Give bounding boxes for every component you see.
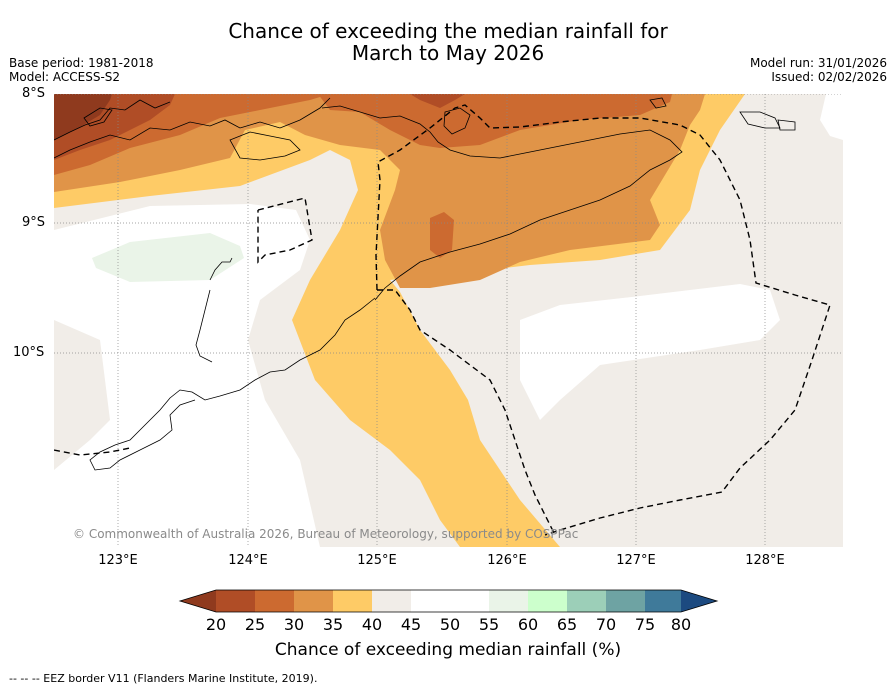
title-line-2: March to May 2026 [351, 41, 545, 65]
colorbar-label: Chance of exceeding median rainfall (%) [274, 640, 622, 660]
lat-label-8s: 8°S [22, 86, 46, 101]
gridlines [54, 94, 843, 547]
colorbar-bin-75-80 [645, 590, 681, 612]
title-line-1: Chance of exceeding the median rainfall … [228, 19, 668, 43]
band-45-55-northeast [820, 94, 843, 140]
colorbar-outline [178, 589, 719, 613]
colorbar-bin-45-50 [411, 590, 450, 612]
lat-label-10s: 10°S [13, 345, 45, 360]
colorbar-bin-20-25 [216, 590, 255, 612]
band-30-35 [54, 94, 705, 288]
colorbar-bin-70-75 [606, 590, 645, 612]
colorbar-tick-55: 55 [478, 615, 500, 634]
colorbar-tick-65: 65 [556, 615, 578, 634]
base-period: Base period: 1981-2018 [9, 56, 154, 70]
colorbar-bin-25-30 [255, 590, 294, 612]
colorbar-bin-60-65 [528, 590, 567, 612]
meta-left: Base period: 1981-2018 Model: ACCESS-S2 [9, 56, 154, 84]
model-run: Model run: 31/01/2026 [749, 56, 887, 70]
colorbar-tick-60: 60 [517, 615, 539, 634]
issued-date: Issued: 02/02/2026 [771, 70, 887, 84]
colorbar-bin-30-35 [294, 590, 333, 612]
band-below-20 [54, 94, 112, 140]
colorbar-bin-40-45 [372, 590, 411, 612]
colorbar-tick-45: 45 [400, 615, 422, 634]
band-45-55-west [54, 204, 320, 547]
lon-label-123e: 123°E [98, 553, 138, 568]
colorbar-bin-35-40 [333, 590, 372, 612]
colorbar-tick-25: 25 [244, 615, 266, 634]
colorbar-tick-40: 40 [361, 615, 383, 634]
colorbar-tick-35: 35 [322, 615, 344, 634]
band-25-30-patch [430, 212, 454, 258]
eez-legend-footer: -- -- -- EEZ border V11 (Flanders Marine… [9, 672, 318, 685]
colorbar-bin-55-60 [489, 590, 528, 612]
coastlines [54, 97, 796, 471]
copyright-notice: © Commonwealth of Australia 2026, Bureau… [73, 527, 579, 541]
lon-label-124e: 124°E [228, 553, 268, 568]
lon-label-128e: 128°E [745, 553, 785, 568]
colorbar-bin-50-55 [450, 590, 489, 612]
band-25-30-north [318, 94, 672, 148]
colorbar-tick-50: 50 [439, 615, 461, 634]
lat-label-9s: 9°S [22, 215, 46, 230]
colorbar-tick-70: 70 [595, 615, 617, 634]
colorbar-under-arrow [180, 590, 216, 612]
lon-label-127e: 127°E [616, 553, 656, 568]
colorbar-tick-80: 80 [670, 615, 692, 634]
colorbar-tick-75: 75 [634, 615, 656, 634]
eez-borders [54, 104, 831, 536]
band-45-55-east [520, 284, 780, 420]
colorbar-over-arrow [681, 590, 717, 612]
lon-label-126e: 126°E [487, 553, 527, 568]
map-plot-area [54, 94, 843, 547]
band-55-60 [92, 233, 244, 282]
colorbar-bin-65-70 [567, 590, 606, 612]
map-title: Chance of exceeding the median rainfall … [0, 20, 896, 64]
lon-label-125e: 125°E [357, 553, 397, 568]
colorbar-tick-30: 30 [283, 615, 305, 634]
model-name: Model: ACCESS-S2 [9, 70, 121, 84]
colorbar-tick-20: 20 [205, 615, 227, 634]
meta-right: Model run: 31/01/2026 Issued: 02/02/2026 [750, 56, 887, 84]
colorbar [178, 589, 719, 613]
